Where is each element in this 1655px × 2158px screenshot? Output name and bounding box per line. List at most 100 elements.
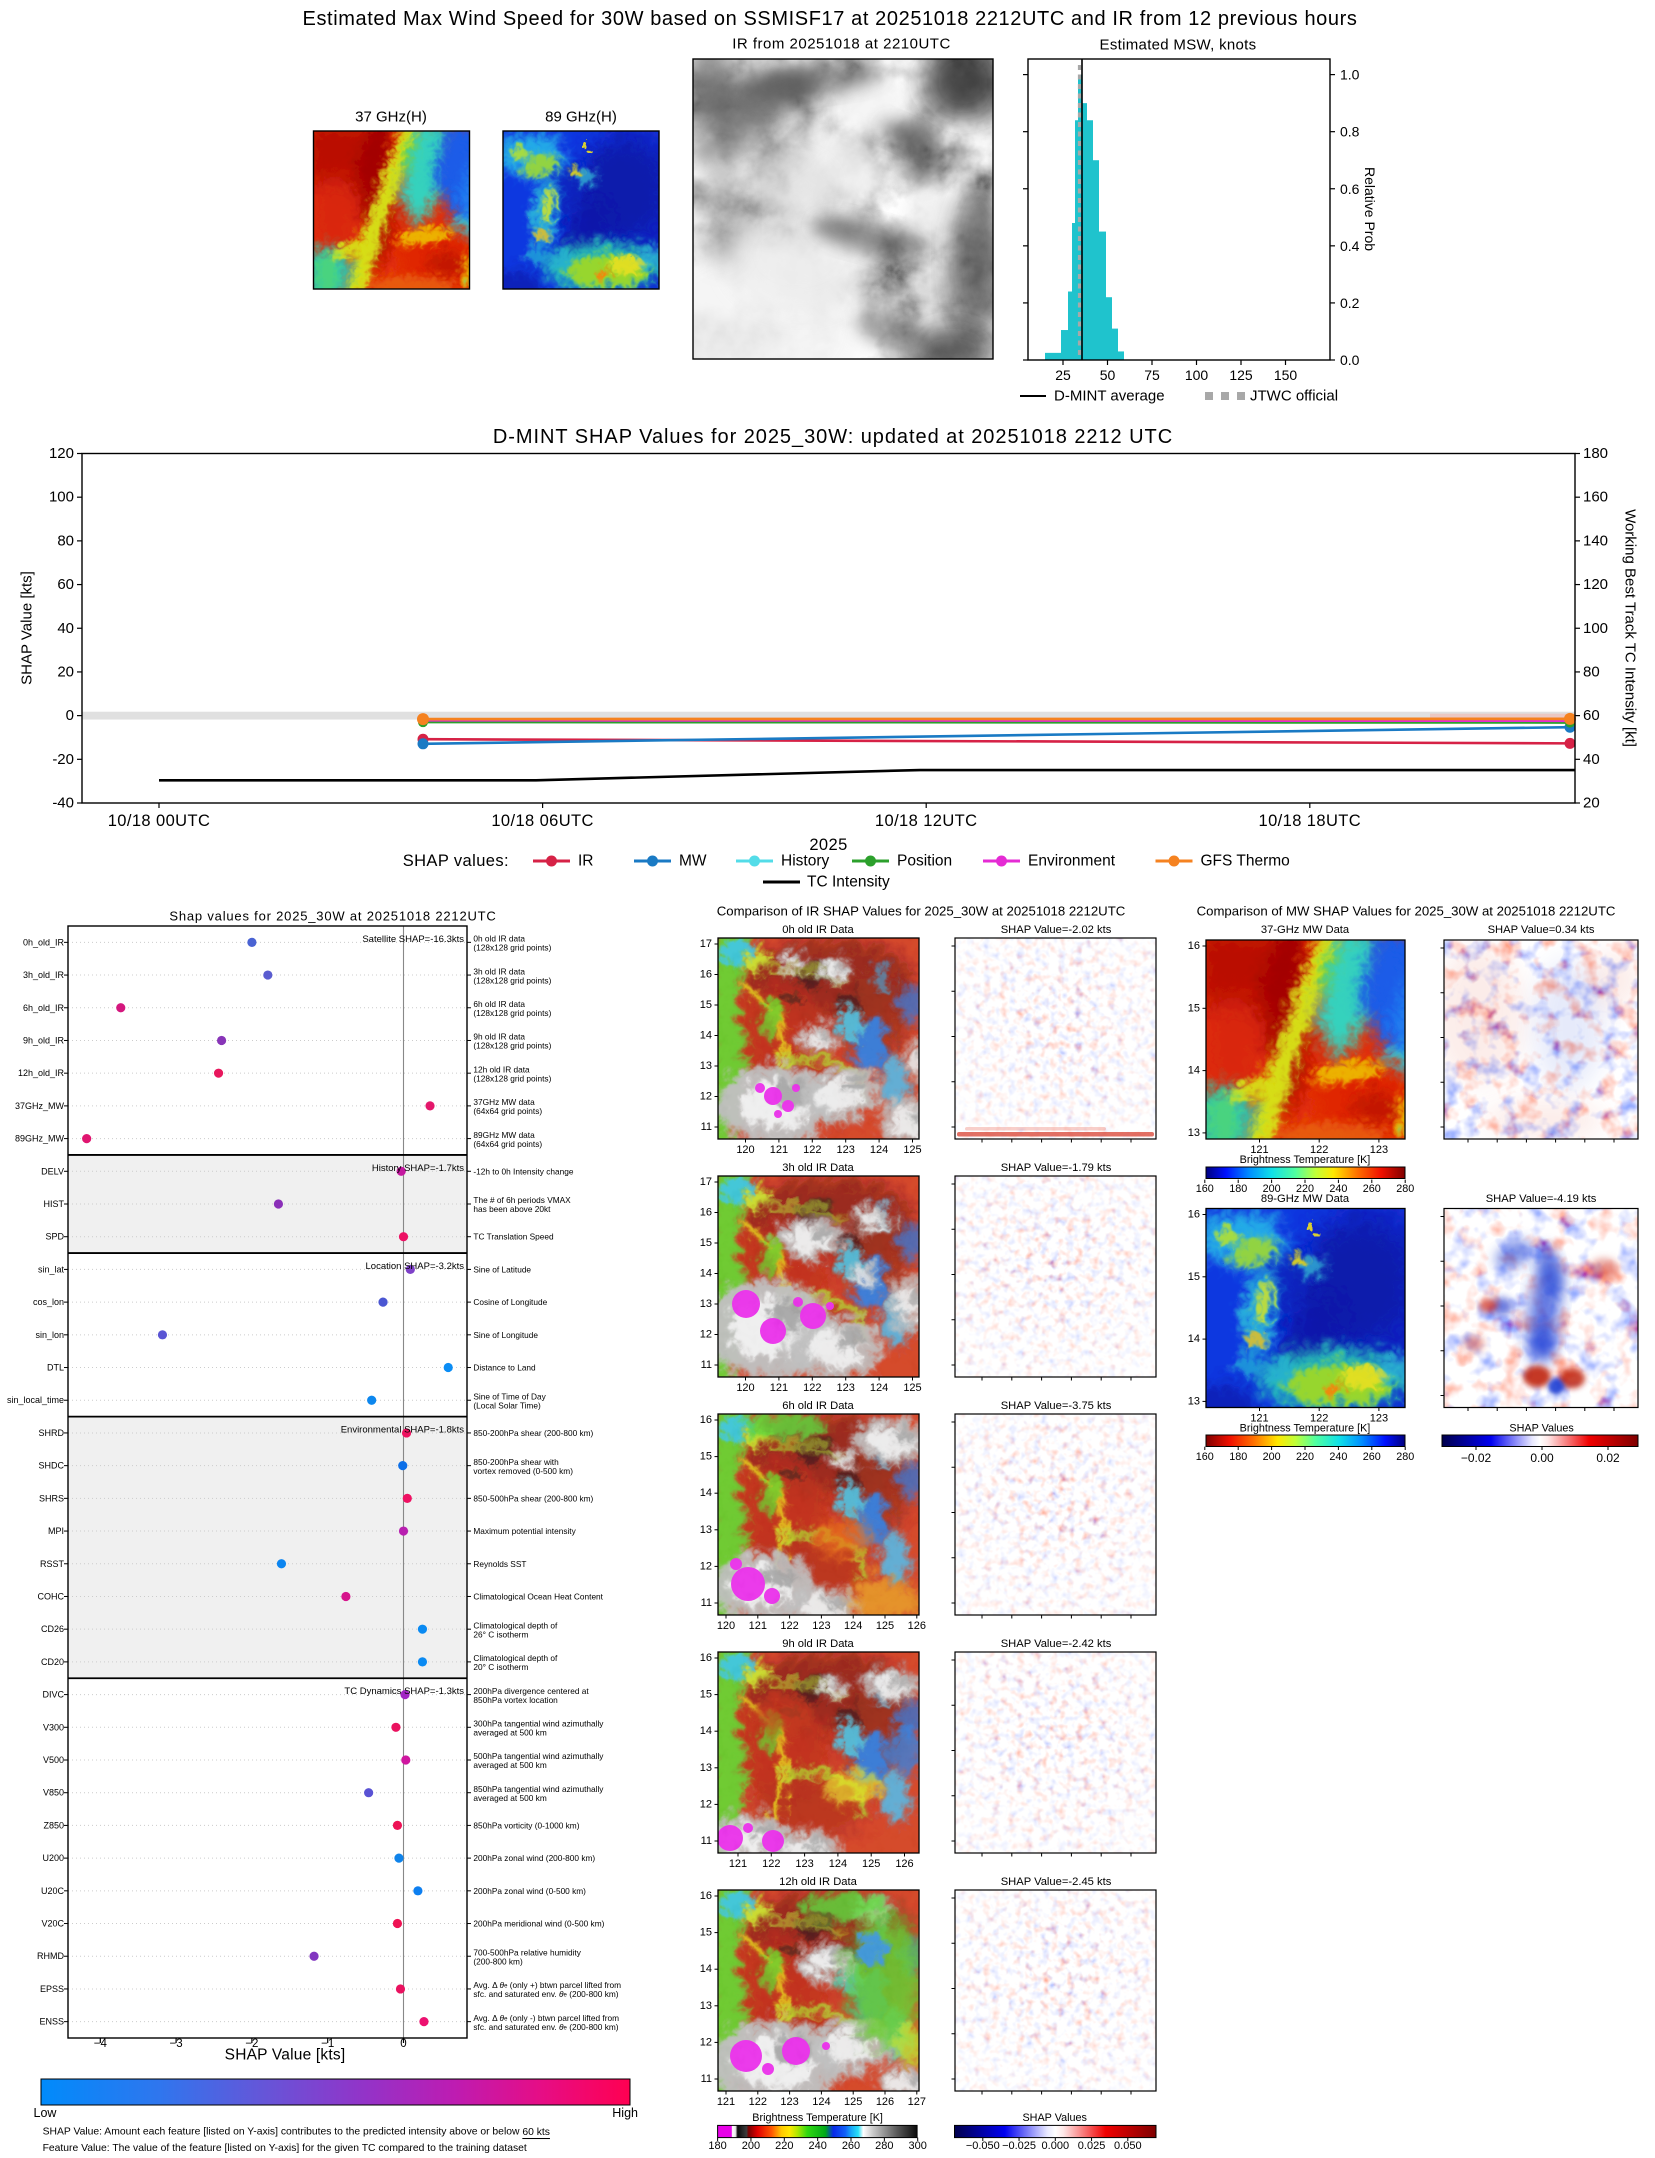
svg-text:RHMD: RHMD — [37, 1951, 64, 1961]
svg-text:Feature Value: The value of th: Feature Value: The value of the feature … — [43, 2143, 527, 2154]
svg-text:−0.02: −0.02 — [1461, 1451, 1492, 1465]
svg-text:U200: U200 — [42, 1853, 64, 1863]
svg-text:122: 122 — [749, 2096, 767, 2108]
svg-text:300: 300 — [909, 2140, 927, 2152]
svg-text:11: 11 — [701, 1121, 712, 1133]
svg-text:0.2: 0.2 — [1340, 295, 1360, 311]
svg-text:120: 120 — [1583, 576, 1608, 593]
svg-text:(Local Solar Time): (Local Solar Time) — [473, 1400, 541, 1410]
svg-text:GFS Thermo: GFS Thermo — [1201, 853, 1290, 870]
svg-text:−0.050: −0.050 — [966, 2140, 1000, 2152]
svg-text:CD20: CD20 — [41, 1657, 64, 1667]
svg-text:125: 125 — [862, 1858, 880, 1870]
svg-text:Low: Low — [34, 2106, 58, 2120]
svg-text:DIVC: DIVC — [42, 1690, 64, 1700]
svg-text:Satellite SHAP=-16.3kts: Satellite SHAP=-16.3kts — [362, 934, 464, 945]
svg-text:11: 11 — [701, 2073, 712, 2085]
svg-text:125: 125 — [876, 1620, 894, 1632]
svg-text:15: 15 — [700, 1451, 712, 1463]
svg-text:850hPa vortex location: 850hPa vortex location — [473, 1695, 558, 1705]
svg-text:0h old IR Data: 0h old IR Data — [782, 924, 854, 936]
svg-text:History: History — [781, 853, 829, 870]
svg-text:850-200hPa shear with: 850-200hPa shear with — [473, 1457, 559, 1467]
svg-text:120: 120 — [736, 1144, 754, 1156]
svg-text:3h old IR Data: 3h old IR Data — [782, 1162, 854, 1174]
svg-text:121: 121 — [729, 1858, 747, 1870]
svg-text:has been above 20kt: has been above 20kt — [473, 1204, 551, 1214]
svg-text:89GHz MW data: 89GHz MW data — [473, 1130, 535, 1140]
svg-text:13: 13 — [1188, 1395, 1200, 1407]
svg-text:TC Translation Speed: TC Translation Speed — [473, 1232, 554, 1242]
svg-text:−1: −1 — [321, 2038, 334, 2050]
svg-text:CD26: CD26 — [41, 1624, 64, 1634]
svg-text:V500: V500 — [43, 1755, 64, 1765]
svg-text:Location SHAP=-3.2kts: Location SHAP=-3.2kts — [366, 1261, 465, 1272]
svg-text:DELV: DELV — [41, 1166, 64, 1176]
svg-text:122: 122 — [762, 1858, 780, 1870]
svg-text:(64x64 grid points): (64x64 grid points) — [473, 1106, 542, 1116]
svg-text:Comparison of MW SHAP Values f: Comparison of MW SHAP Values for 2025_30… — [1197, 904, 1616, 919]
svg-text:80: 80 — [1583, 663, 1600, 680]
svg-text:12: 12 — [700, 2036, 712, 2048]
svg-text:TC Dynamics SHAP=-1.3kts: TC Dynamics SHAP=-1.3kts — [344, 1686, 464, 1697]
svg-text:0.0: 0.0 — [1340, 352, 1360, 368]
svg-text:280: 280 — [1396, 1451, 1414, 1463]
svg-text:Position: Position — [897, 853, 952, 870]
svg-text:89 GHz(H): 89 GHz(H) — [545, 109, 617, 126]
svg-text:126: 126 — [895, 1858, 913, 1870]
svg-text:16: 16 — [700, 1652, 712, 1664]
svg-text:140: 140 — [1583, 532, 1608, 549]
svg-text:ENSS: ENSS — [39, 2017, 64, 2027]
svg-text:V850: V850 — [43, 1788, 64, 1798]
svg-text:20: 20 — [1583, 795, 1600, 812]
svg-text:(64x64 grid points): (64x64 grid points) — [473, 1139, 542, 1149]
svg-text:1.0: 1.0 — [1340, 67, 1360, 83]
svg-text:0.025: 0.025 — [1078, 2140, 1106, 2152]
svg-text:13: 13 — [1188, 1127, 1200, 1139]
svg-text:122: 122 — [1310, 1144, 1328, 1156]
svg-text:History SHAP=-1.7kts: History SHAP=-1.7kts — [372, 1163, 464, 1174]
svg-text:Brightness Temperature [K]: Brightness Temperature [K] — [1240, 1423, 1371, 1435]
svg-text:160: 160 — [1583, 489, 1608, 506]
svg-text:Z850: Z850 — [43, 1820, 64, 1830]
svg-text:SHAP Value=-1.79 kts: SHAP Value=-1.79 kts — [1001, 1162, 1112, 1174]
svg-text:16: 16 — [700, 969, 712, 981]
svg-text:−2: −2 — [245, 2038, 258, 2050]
svg-text:37GHz_MW: 37GHz_MW — [15, 1101, 65, 1111]
svg-text:IR: IR — [578, 853, 594, 870]
svg-text:Climatological depth of: Climatological depth of — [473, 1653, 558, 1663]
svg-text:Environmental SHAP=-1.8kts: Environmental SHAP=-1.8kts — [341, 1424, 465, 1435]
svg-text:11: 11 — [701, 1597, 712, 1609]
svg-text:120: 120 — [717, 1620, 735, 1632]
svg-text:120: 120 — [49, 445, 74, 462]
svg-text:MW: MW — [679, 853, 707, 870]
svg-text:Cosine of Longitude: Cosine of Longitude — [473, 1297, 547, 1307]
svg-text:SHAP Value=0.34 kts: SHAP Value=0.34 kts — [1488, 924, 1595, 936]
svg-text:Reynolds SST: Reynolds SST — [473, 1559, 526, 1569]
svg-text:12: 12 — [700, 1091, 712, 1103]
svg-text:150: 150 — [1274, 367, 1298, 383]
svg-text:15: 15 — [1188, 1271, 1200, 1283]
svg-text:240: 240 — [1329, 1183, 1347, 1195]
svg-text:12h old IR Data: 12h old IR Data — [779, 1876, 858, 1888]
svg-text:11: 11 — [701, 1359, 712, 1371]
svg-text:12: 12 — [700, 1329, 712, 1341]
svg-text:sfc. and saturated env. θe (20: sfc. and saturated env. θe (200-800 km) — [473, 2022, 618, 2032]
svg-text:125: 125 — [1229, 367, 1253, 383]
svg-text:Sine of Time of Day: Sine of Time of Day — [473, 1391, 546, 1401]
svg-text:High: High — [612, 2106, 638, 2120]
svg-text:Maximum potential intensity: Maximum potential intensity — [473, 1526, 576, 1536]
svg-text:2025: 2025 — [809, 836, 847, 854]
svg-text:850hPa tangential wind azimuth: 850hPa tangential wind azimuthally — [473, 1784, 604, 1794]
svg-text:123: 123 — [780, 2096, 798, 2108]
svg-text:13: 13 — [700, 1524, 712, 1536]
svg-text:SHAP Values: SHAP Values — [1022, 2112, 1087, 2124]
svg-text:16: 16 — [700, 1890, 712, 1902]
svg-text:15: 15 — [700, 1927, 712, 1939]
svg-text:17: 17 — [700, 1176, 712, 1188]
svg-text:U20C: U20C — [41, 1886, 65, 1896]
svg-text:13: 13 — [700, 1298, 712, 1310]
svg-text:14: 14 — [1188, 1333, 1200, 1345]
svg-text:14: 14 — [700, 1725, 712, 1737]
svg-text:Distance to Land: Distance to Land — [473, 1363, 536, 1373]
